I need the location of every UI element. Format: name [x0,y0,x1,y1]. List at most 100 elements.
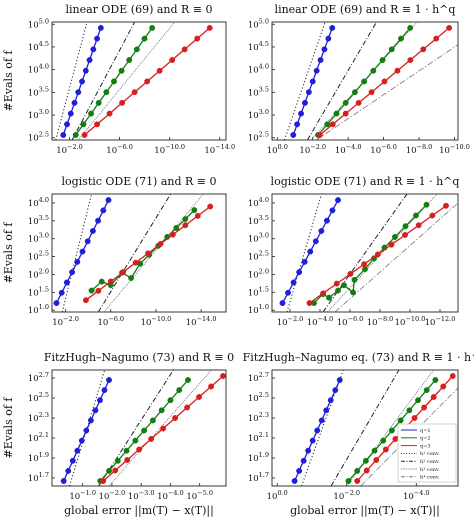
data-point-q3 [132,259,139,266]
data-point-q3 [194,212,201,219]
data-point-q2 [98,278,105,285]
data-point-q1 [325,35,332,42]
y-tick-label: 103.0 [28,108,49,121]
y-tick-label: 102.1 [28,431,49,444]
data-point-q3 [196,394,203,400]
data-point-q2 [123,447,130,454]
data-point-q3 [207,203,214,210]
x-tick-label: 10−10.0 [439,143,470,156]
data-point-q1 [74,258,81,265]
y-tick-label: 102.5 [28,391,49,404]
data-point-q2 [380,437,387,444]
data-point-q3 [160,425,167,432]
data-point-q1 [60,478,67,484]
data-point-q3 [407,57,414,63]
data-point-q3 [420,46,427,53]
data-point-q2 [141,427,148,434]
y-tick-label: 104.0 [28,196,49,209]
data-point-q3 [421,404,428,411]
data-point-q3 [373,457,380,463]
data-point-q1 [67,110,74,117]
x-tick-label: 10−14.0 [204,143,235,156]
chart-panel-3: logistic ODE (71) and R ≡ 0 101.0 101.5 102… [28,175,227,328]
data-point-q2 [415,397,421,404]
y-tick-label: 101.7 [28,471,49,484]
data-point-q1 [312,238,319,245]
data-point-q3 [430,394,437,400]
y-tick-label: 105.0 [248,17,269,30]
data-point-q3 [361,261,368,268]
data-point-q1 [89,228,96,234]
data-point-q2 [351,89,358,96]
x-tick-label: 10−4.0 [307,315,334,328]
data-point-q3 [388,241,395,248]
y-tick-label: 104.0 [248,63,269,76]
data-point-q1 [335,197,341,204]
data-point-q1 [294,121,301,128]
data-point-q2 [191,207,198,214]
convergence-line-dot [61,194,93,312]
data-point-q1 [84,238,91,245]
data-point-q2 [423,201,430,208]
data-point-q2 [341,282,347,289]
data-point-q1 [63,279,70,286]
data-point-q2 [370,67,377,74]
data-point-q1 [313,67,320,74]
x-tick-label: 10−14.0 [186,315,217,328]
data-point-q2 [397,417,404,424]
data-point-q3 [208,383,215,390]
data-point-q1 [290,132,297,138]
convergence-line-dense-dot [77,22,176,140]
data-point-q2 [103,89,110,96]
data-point-q2 [133,46,140,53]
data-point-q1 [101,387,108,394]
data-point-q1 [94,35,101,42]
y-tick-label: 102.5 [248,131,269,144]
y-tick-label: 102.5 [248,391,269,404]
data-point-q3 [144,78,151,85]
y-tick-label: 102.7 [28,371,49,384]
x-tick-label: 10−2.0 [52,315,79,328]
chart-title: linear ODE (69) and R ≡ 0 [65,3,212,16]
convergence-line-dashdot-light [334,202,458,312]
data-point-q2 [413,212,419,219]
data-point-q3 [392,436,399,442]
y-tick-label: 102.5 [28,131,49,144]
y-tick-label: 103.5 [248,214,269,227]
data-point-q1 [309,78,316,85]
data-point-q3 [181,46,188,53]
data-point-q3 [120,269,127,276]
data-point-q3 [156,67,163,74]
data-point-q2 [406,407,413,414]
data-point-q3 [381,78,388,85]
data-point-q3 [148,436,155,442]
data-point-q1 [301,99,308,106]
data-point-q1 [60,132,67,138]
data-point-q3 [368,89,375,96]
y-tick-label: 102.0 [28,267,49,280]
data-point-q2 [167,397,174,404]
y-tick-label: 101.0 [28,303,49,316]
data-point-q3 [402,232,408,238]
x-tick-label: 10−3.0 [128,489,155,502]
data-point-q1 [53,300,60,307]
data-point-q3 [440,383,447,390]
data-point-q2 [114,457,121,464]
data-point-q1 [75,89,82,96]
data-point-q1 [300,457,307,464]
data-point-q1 [90,46,97,53]
y-tick-label: 101.5 [248,285,269,298]
x-tick-label: 10−12.0 [425,315,456,328]
legend-label: q=3 [420,443,431,449]
y-tick-label: 103.0 [248,232,269,245]
y-axis-label: #Evals of f [2,50,15,112]
data-point-q1 [69,269,76,276]
legend-label: h² conv. [420,459,440,465]
data-point-q3 [206,24,213,31]
data-point-q2 [335,287,341,294]
data-point-q1 [64,121,70,128]
chart-panel-2: linear ODE (69) and R ≡ 1 · h^q 102.5 103.… [248,3,470,156]
data-point-q1 [318,417,325,424]
data-point-q2 [173,225,180,231]
